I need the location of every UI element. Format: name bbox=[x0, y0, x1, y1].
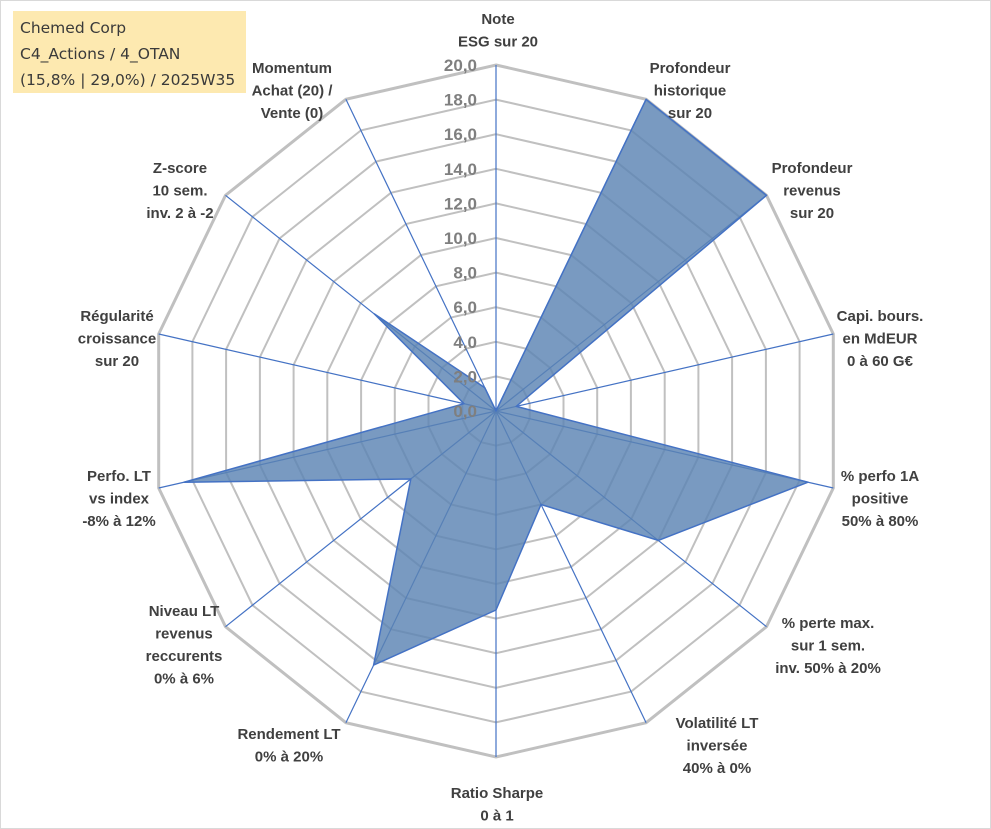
tick-label: 4,0 bbox=[453, 333, 477, 352]
tick-label: 8,0 bbox=[453, 264, 477, 283]
axis-label-line: reccurents bbox=[146, 648, 223, 665]
radar-series bbox=[183, 98, 809, 666]
axis-label-7: Ratio Sharpe 0 à 1 bbox=[451, 785, 544, 825]
axis-label-6: Volatilité LT inversée 40% à 0% bbox=[676, 715, 759, 777]
axis-label-5: % perte max. sur 1 sem. inv. 50% à 20% bbox=[775, 615, 881, 677]
axis-label-line: Profondeur bbox=[650, 60, 731, 77]
tick-label: 10,0 bbox=[444, 229, 477, 248]
tick-label: 20,0 bbox=[444, 56, 477, 75]
tick-label: 6,0 bbox=[453, 298, 477, 317]
axis-label-line: Achat (20) / bbox=[252, 83, 334, 100]
axis-label-line: -8% à 12% bbox=[82, 513, 155, 530]
company-name: Chemed Corp bbox=[20, 19, 127, 37]
axis-label-line: Profondeur bbox=[772, 160, 853, 177]
axis-label-line: Régularité bbox=[80, 308, 153, 325]
axis-label-9: Niveau LT revenus reccurents 0% à 6% bbox=[146, 603, 223, 688]
tick-label: 0,0 bbox=[453, 402, 477, 421]
axis-label-11: Régularité croissance sur 20 bbox=[78, 308, 156, 370]
axis-label-line: ESG sur 20 bbox=[458, 34, 538, 51]
tick-label: 18,0 bbox=[444, 91, 477, 110]
category-label: C4_Actions / 4_OTAN bbox=[20, 45, 181, 63]
series-area bbox=[183, 98, 809, 666]
radar-axis-labels: Note ESG sur 20 Profondeur historique sur 20… bbox=[78, 11, 924, 825]
axis-label-4: % perfo 1A positive 50% à 80% bbox=[841, 468, 920, 530]
tick-label: 12,0 bbox=[444, 194, 477, 213]
axis-label-1: Profondeur historique sur 20 bbox=[650, 60, 731, 122]
axis-label-line: Z-score bbox=[153, 160, 207, 177]
axis-label-8: Rendement LT 0% à 20% bbox=[237, 726, 340, 766]
axis-label-line: vs index bbox=[89, 491, 150, 508]
axis-label-line: sur 20 bbox=[790, 205, 834, 222]
axis-label-line: Note bbox=[481, 11, 514, 28]
axis-label-line: sur 20 bbox=[668, 105, 712, 122]
axis-label-12: Z-score 10 sem. inv. 2 à -2 bbox=[146, 160, 213, 222]
axis-label-line: % perte max. bbox=[782, 615, 875, 632]
axis-label-line: 0 à 1 bbox=[480, 808, 513, 825]
tick-label: 16,0 bbox=[444, 125, 477, 144]
axis-label-line: Vente (0) bbox=[261, 105, 324, 122]
axis-label-line: sur 1 sem. bbox=[791, 638, 865, 655]
axis-label-line: Momentum bbox=[252, 60, 332, 77]
axis-label-line: Rendement LT bbox=[237, 726, 340, 743]
axis-label-line: 0 à 60 G€ bbox=[847, 353, 914, 370]
period-label: (15,8% | 29,0%) / 2025W35 bbox=[20, 71, 236, 89]
tick-label: 14,0 bbox=[444, 160, 477, 179]
radar-tick-labels: 0,0 2,0 4,0 6,0 8,0 10,0 12,0 14,0 16,0 18,0 20,0 bbox=[444, 56, 477, 421]
spoke-11 bbox=[158, 333, 497, 412]
spoke-13 bbox=[345, 99, 497, 412]
axis-label-line: inv. 50% à 20% bbox=[775, 660, 881, 677]
axis-label-line: Perfo. LT bbox=[87, 468, 151, 485]
axis-label-line: en MdEUR bbox=[843, 331, 918, 348]
axis-label-10: Perfo. LT vs index -8% à 12% bbox=[82, 468, 155, 530]
axis-label-line: 50% à 80% bbox=[842, 513, 919, 530]
axis-label-3: Capi. bours. en MdEUR 0 à 60 G€ bbox=[837, 308, 924, 370]
axis-label-line: 40% à 0% bbox=[683, 760, 751, 777]
axis-label-line: 0% à 6% bbox=[154, 671, 214, 688]
axis-label-line: Ratio Sharpe bbox=[451, 785, 544, 802]
axis-label-line: revenus bbox=[155, 626, 213, 643]
axis-label-line: historique bbox=[654, 83, 727, 100]
axis-label-line: % perfo 1A bbox=[841, 468, 920, 485]
spoke-3 bbox=[495, 333, 834, 412]
axis-label-line: sur 20 bbox=[95, 353, 139, 370]
axis-label-line: inversée bbox=[687, 738, 748, 755]
tick-label: 2,0 bbox=[453, 367, 477, 386]
axis-label-line: croissance bbox=[78, 331, 156, 348]
axis-label-line: 10 sem. bbox=[152, 183, 207, 200]
axis-label-13: Momentum Achat (20) / Vente (0) bbox=[252, 60, 334, 122]
axis-label-line: Niveau LT bbox=[149, 603, 220, 620]
axis-label-line: Volatilité LT bbox=[676, 715, 759, 732]
info-box: Chemed Corp C4_Actions / 4_OTAN (15,8% |… bbox=[13, 11, 246, 93]
axis-label-line: revenus bbox=[783, 183, 841, 200]
axis-label-line: inv. 2 à -2 bbox=[146, 205, 213, 222]
axis-label-line: 0% à 20% bbox=[255, 749, 323, 766]
axis-label-line: positive bbox=[852, 491, 909, 508]
axis-label-line: Capi. bours. bbox=[837, 308, 924, 325]
axis-label-2: Profondeur revenus sur 20 bbox=[772, 160, 853, 222]
axis-label-0: Note ESG sur 20 bbox=[458, 11, 538, 51]
